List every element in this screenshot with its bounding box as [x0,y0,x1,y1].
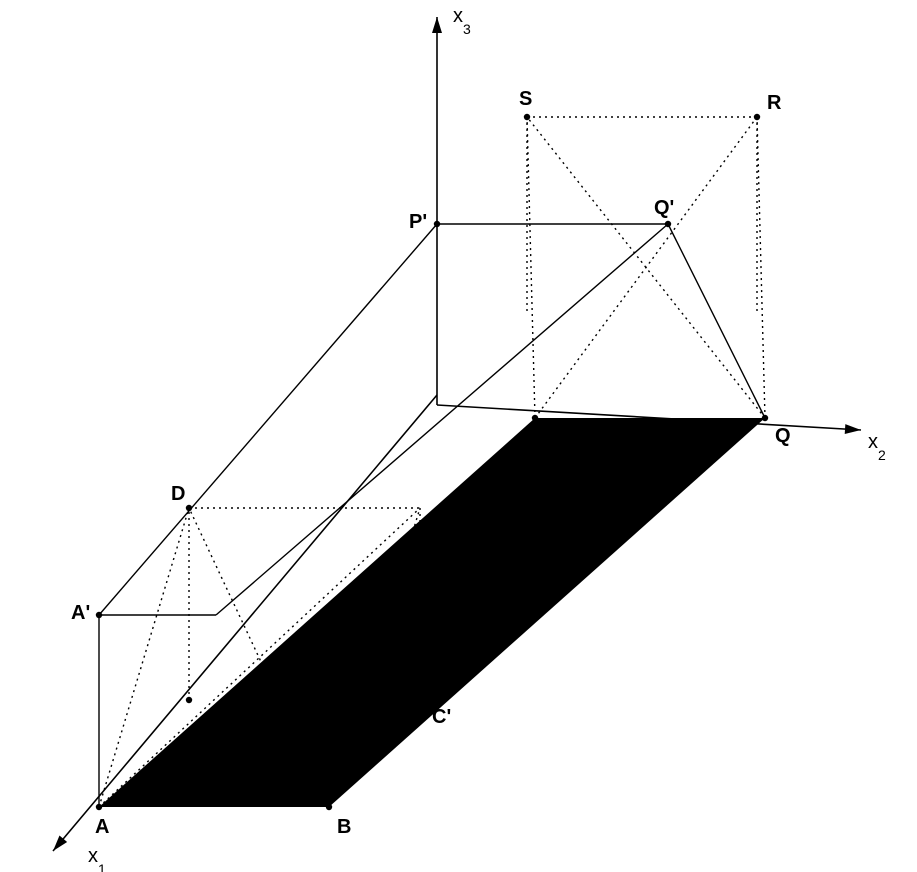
svg-text:x1: x1 [88,845,106,872]
label-R: R [767,92,782,114]
label-A: A [95,816,109,838]
edge-solid [668,224,765,418]
edge-dotted [757,117,765,418]
edge-dotted [535,117,757,418]
svg-text:x3: x3 [453,5,471,37]
label-Cp: C' [432,706,451,728]
svg-text:x2: x2 [868,431,886,463]
geometry-diagram: x1 x2 x3 A B Q A' C' P' Q' D S R [0,0,917,872]
label-Qp: Q' [654,197,674,219]
label-B: B [337,816,351,838]
label-S: S [519,88,532,110]
label-Ap: A' [71,602,90,624]
edge-dotted [527,117,535,418]
label-Pp: P' [409,211,427,233]
label-D: D [171,483,185,505]
label-Q: Q [775,425,791,447]
